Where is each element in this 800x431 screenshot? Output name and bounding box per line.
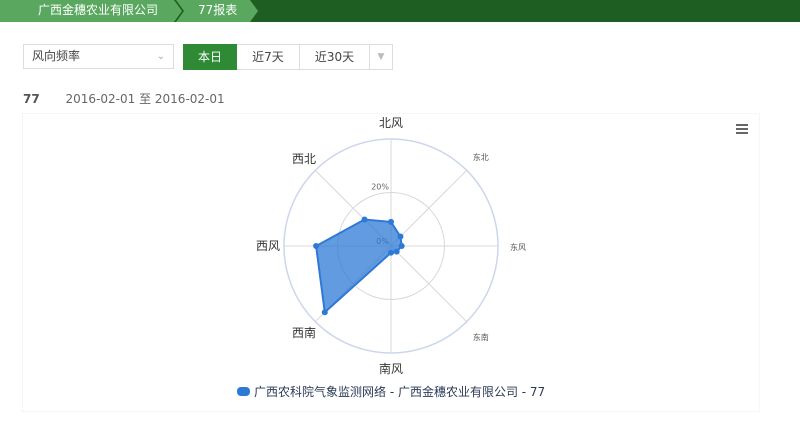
metric-select-value: 风向频率 [32, 49, 81, 63]
radar-axis-line [390, 169, 468, 247]
report-info: 77 2016-02-01 至 2016-02-01 [23, 90, 225, 107]
breadcrumb-company[interactable]: 广西金穗农业有限公司 [0, 0, 182, 22]
axis-label-5: 西南 [292, 325, 316, 340]
chart-legend[interactable]: 广西农科院气象监测网络 - 广西金穗农业有限公司 - 77 [237, 383, 545, 400]
radar-data-point [388, 249, 394, 256]
station-id: 77 [23, 92, 40, 106]
axis-label-3: 东南 [473, 332, 489, 342]
radar-data-point [393, 248, 400, 255]
today-button[interactable]: 本日 [183, 44, 237, 70]
range-buttons: 本日 近7天 近30天 ▼ [183, 44, 393, 70]
radar-data-point [321, 309, 328, 316]
radar-data-point [388, 218, 394, 225]
breadcrumb-bar: 广西金穗农业有限公司 77报表 [0, 0, 800, 22]
radial-tick-label: 20% [371, 183, 389, 192]
chart-panel [22, 113, 760, 412]
axis-label-4: 南风 [379, 361, 403, 376]
axis-label-0: 北风 [379, 116, 403, 130]
axis-label-7: 西北 [292, 152, 316, 166]
metric-select[interactable]: 风向频率 ⌄ [23, 44, 174, 69]
chevron-down-icon: ⌄ [156, 51, 165, 62]
legend-label: 广西农科院气象监测网络 - 广西金穗农业有限公司 - 77 [254, 385, 546, 399]
legend-swatch [237, 387, 250, 396]
axis-label-6: 西风 [256, 239, 280, 253]
dropdown-caret-icon[interactable]: ▼ [370, 44, 393, 70]
last-30-days-button[interactable]: 近30天 [300, 44, 370, 70]
radar-data-point [398, 243, 405, 249]
axis-label-1: 东北 [473, 152, 489, 162]
axis-label-2: 东风 [510, 242, 526, 252]
chart-menu-icon[interactable] [736, 124, 748, 136]
date-range: 2016-02-01 至 2016-02-01 [65, 92, 225, 106]
radar-axis-line [390, 245, 468, 323]
radar-data-point [361, 216, 368, 223]
radar-data-point [397, 233, 404, 240]
radar-series-area [315, 218, 403, 315]
last-7-days-button[interactable]: 近7天 [237, 44, 300, 70]
radar-data-point [313, 243, 320, 249]
breadcrumb-report[interactable]: 77报表 [176, 0, 258, 22]
